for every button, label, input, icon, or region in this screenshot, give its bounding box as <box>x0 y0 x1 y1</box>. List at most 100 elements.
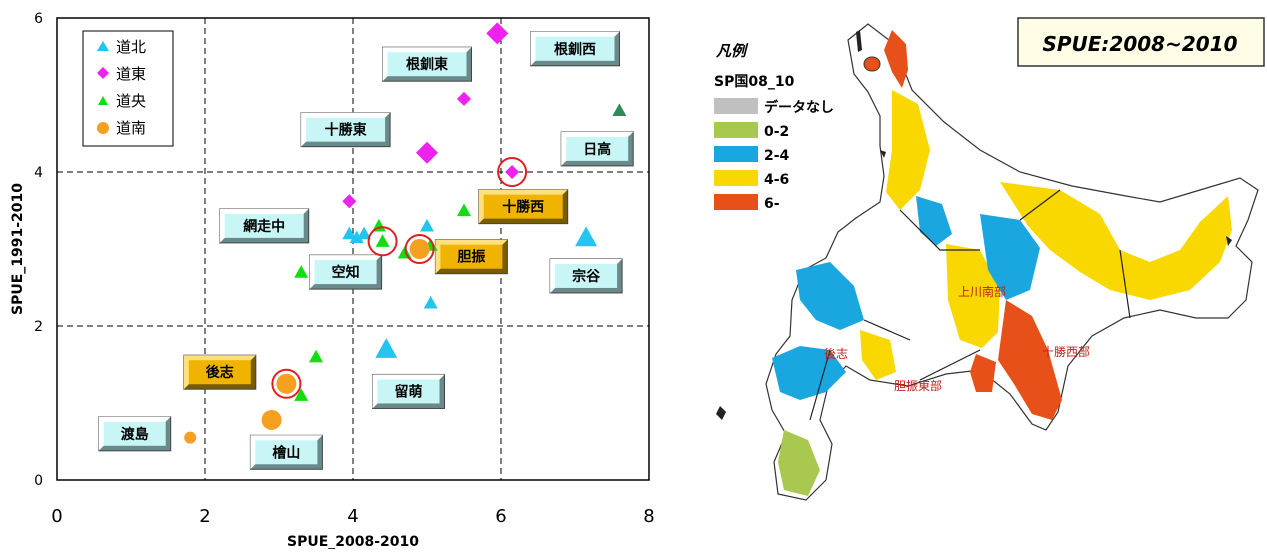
scatter-chart: 根釧東 根釧西 十勝東 日高 十勝西 網走中 空知 胆振 宗谷 後志 留萌 渡島 檜山 0 2 4 6 8 0 2 4… <box>10 11 655 550</box>
data-point <box>349 230 364 244</box>
map-legend-swatch-2 <box>714 146 758 162</box>
legend-marker-donan <box>97 122 109 134</box>
data-point <box>575 226 598 247</box>
data-point <box>416 141 438 164</box>
data-point <box>357 226 372 240</box>
region-label-text: 網走中 <box>243 218 285 235</box>
region-iburi-red <box>970 354 996 392</box>
data-point <box>486 22 509 45</box>
region-tokachi-red <box>998 300 1062 420</box>
map-legend-swatch-3 <box>714 170 758 186</box>
data-point <box>375 234 390 247</box>
region-label: 留萌 <box>372 373 445 409</box>
region-label: 十勝西 <box>478 189 569 225</box>
region-label-text: 十勝西 <box>502 199 544 216</box>
data-point <box>612 103 627 116</box>
x-tick-label: 2 <box>199 506 210 527</box>
x-tick-label: 6 <box>495 506 506 527</box>
legend-label-doo: 道央 <box>116 92 146 110</box>
data-point <box>276 373 297 394</box>
x-tick-label: 8 <box>643 506 654 527</box>
map-title-box <box>1017 17 1265 67</box>
map-legend-title: 凡例 <box>715 42 749 60</box>
y-tick-label: 0 <box>34 473 43 489</box>
legend-label-donan: 道南 <box>116 119 146 137</box>
map-label-tokachi-seibu: 十勝西部 <box>1042 344 1090 359</box>
region-oshima-green <box>778 430 820 496</box>
data-point <box>342 226 357 240</box>
x-axis-label: SPUE_2008-2010 <box>287 534 419 549</box>
region-label: 宗谷 <box>549 258 623 294</box>
map-legend-label-2: 2-4 <box>764 148 790 164</box>
hokkaido-map: SPUE:2008~2010 凡例 SP国08_10 データなし 0-2 2-4… <box>714 17 1265 501</box>
map-legend-swatch-0 <box>714 98 758 114</box>
legend-marker-doto <box>97 67 109 79</box>
data-point <box>184 431 197 444</box>
data-point <box>409 239 430 259</box>
region-label: 十勝東 <box>300 112 391 148</box>
data-point <box>294 265 309 278</box>
map-legend-label-0: データなし <box>764 99 834 116</box>
map-shapes <box>716 23 1259 501</box>
map-legend-label-3: 4-6 <box>764 172 789 188</box>
highlight-ring <box>271 368 302 399</box>
island-rishiri <box>863 56 881 72</box>
highlight-ring <box>367 226 398 257</box>
y-tick-label: 6 <box>34 11 43 27</box>
data-point <box>261 409 282 430</box>
data-points <box>184 22 627 444</box>
region-label-text: 胆振 <box>457 249 485 266</box>
region-label-text: 渡島 <box>121 426 149 443</box>
legend-label-dohoku: 道北 <box>116 38 146 56</box>
region-label-text: 根釧東 <box>406 56 448 73</box>
region-label-text: 日高 <box>583 141 611 158</box>
map-legend-label-1: 0-2 <box>764 124 789 140</box>
hokkaido-map-panel: SPUE:2008~2010 凡例 SP国08_10 データなし 0-2 2-4… <box>680 0 1267 549</box>
region-yellow-east <box>1000 182 1232 300</box>
region-label: 空知 <box>309 254 383 290</box>
region-yellow-center <box>946 244 1000 348</box>
y-tick-label: 2 <box>34 319 43 335</box>
data-point <box>457 91 471 106</box>
highlight-ring <box>404 234 435 264</box>
region-yellow-west <box>860 330 896 380</box>
map-label-shiribeshi: 後志 <box>824 347 848 361</box>
region-label-text: 後志 <box>206 364 234 381</box>
region-label: 日高 <box>560 131 634 167</box>
map-legend: 凡例 SP国08_10 データなし 0-2 2-4 4-6 6- <box>714 42 834 212</box>
region-blue-north <box>916 196 952 246</box>
data-point <box>505 165 520 179</box>
region-blue-west <box>796 262 864 330</box>
map-legend-swatch-4 <box>714 194 758 210</box>
region-yellow-north <box>886 90 930 210</box>
highlight-ring <box>497 157 528 187</box>
region-label: 檜山 <box>249 434 323 470</box>
island-east <box>1226 236 1232 246</box>
region-label: 根釧西 <box>530 31 620 67</box>
legend-marker-dohoku <box>97 41 109 51</box>
region-label: 渡島 <box>98 416 172 452</box>
legend: 道北 道東 道央 道南 <box>82 30 174 147</box>
region-label: 後志 <box>183 354 257 390</box>
region-soya-red <box>884 30 908 88</box>
data-point <box>420 218 434 232</box>
region-label: 網走中 <box>219 208 310 244</box>
y-tick-label: 4 <box>34 165 43 181</box>
region-label-text: 十勝東 <box>325 122 367 139</box>
region-label-text: 留萌 <box>395 383 423 400</box>
data-point <box>397 245 412 259</box>
map-title: SPUE:2008~2010 <box>1042 32 1237 56</box>
region-label-text: 根釧西 <box>554 41 596 58</box>
district-borders <box>809 189 1131 421</box>
axis-ticks: 0 2 4 6 8 0 2 4 6 <box>34 11 655 527</box>
region-label-text: 宗谷 <box>572 268 601 285</box>
map-legend-swatch-1 <box>714 122 758 138</box>
region-label-text: 檜山 <box>272 444 300 461</box>
legend-marker-doo <box>98 96 108 105</box>
map-legend-label-4: 6- <box>764 196 780 212</box>
plot-frame <box>56 17 650 481</box>
data-point <box>423 295 438 309</box>
region-label: 胆振 <box>434 239 508 275</box>
